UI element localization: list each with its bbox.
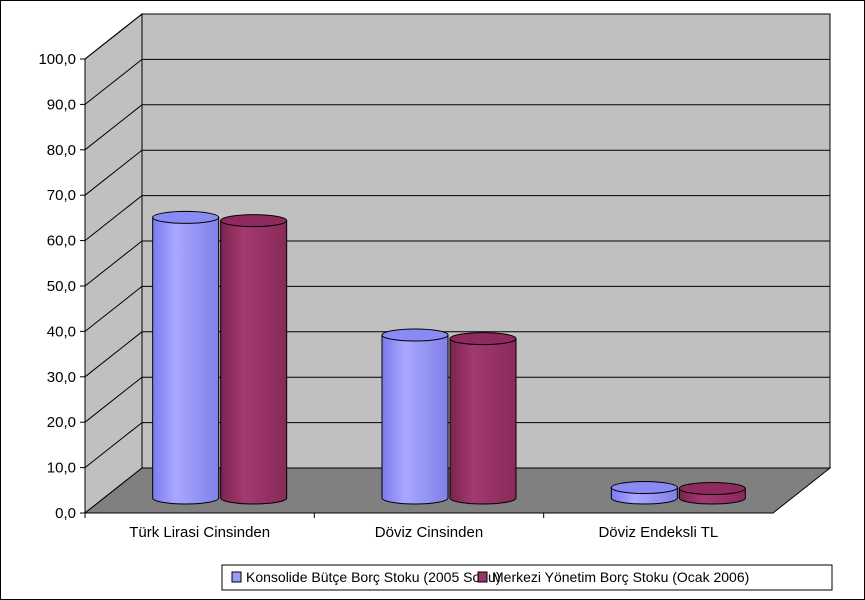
y-tick-label: 90,0: [47, 96, 76, 113]
y-tick-label: 60,0: [47, 233, 76, 250]
x-tick-label: Döviz Cinsinden: [375, 524, 483, 541]
y-tick-label: 40,0: [47, 323, 76, 340]
legend-box: [221, 564, 833, 591]
legend-label: Merkezi Yönetim Borç Stoku (Ocak 2006): [492, 569, 749, 585]
gridline: [84, 285, 830, 332]
bar-body: [381, 334, 449, 505]
chart-bars: [152, 210, 746, 505]
legend-swatch: [477, 571, 488, 583]
legend-swatch: [231, 571, 242, 583]
y-tick-label: 80,0: [47, 142, 76, 159]
gridline: [84, 195, 830, 241]
x-tick-label: Döviz Endeksli TL: [598, 524, 718, 541]
gridline: [84, 149, 830, 196]
bar-top: [449, 332, 517, 346]
y-tick-label: 30,0: [47, 369, 76, 386]
gridline: [84, 376, 830, 423]
y-axis-ticks: 0,0 10,0 20,0 30,0 40,0 50,0 60,0 70,0 80,0 90,0 1…: [38, 51, 85, 522]
bar-body: [220, 220, 288, 505]
bar-top: [152, 210, 220, 224]
y-tick-label: 0,0: [55, 505, 76, 522]
y-tick-label: 20,0: [47, 414, 76, 431]
y-tick-label: 70,0: [47, 187, 76, 204]
gridline: [84, 58, 830, 105]
gridline: [84, 13, 830, 60]
bar-top: [381, 328, 449, 342]
gridline: [84, 240, 830, 287]
gridline: [84, 331, 830, 378]
bar-body: [152, 216, 220, 505]
y-tick-label: 50,0: [47, 278, 76, 295]
bar-top: [220, 214, 288, 228]
chart-gridlines: [84, 13, 830, 468]
bar-body: [449, 338, 517, 505]
gridline: [84, 422, 830, 468]
x-tick-label: Türk Lirasi Cinsinden: [129, 524, 270, 541]
gridline: [84, 104, 830, 151]
y-tick-label: 10,0: [47, 460, 76, 477]
x-axis-labels: Türk Lirasi Cinsinden Döviz Cinsinden Dövi…: [84, 513, 718, 541]
legend-label: Konsolide Bütçe Borç Stoku (2005 Sonu): [246, 569, 501, 585]
chart-legend: Konsolide Bütçe Borç Stoku (2005 Sonu)Me…: [221, 564, 833, 591]
bar-top: [610, 481, 678, 495]
bar-top: [678, 481, 746, 495]
y-tick-label: 100,0: [38, 51, 76, 68]
